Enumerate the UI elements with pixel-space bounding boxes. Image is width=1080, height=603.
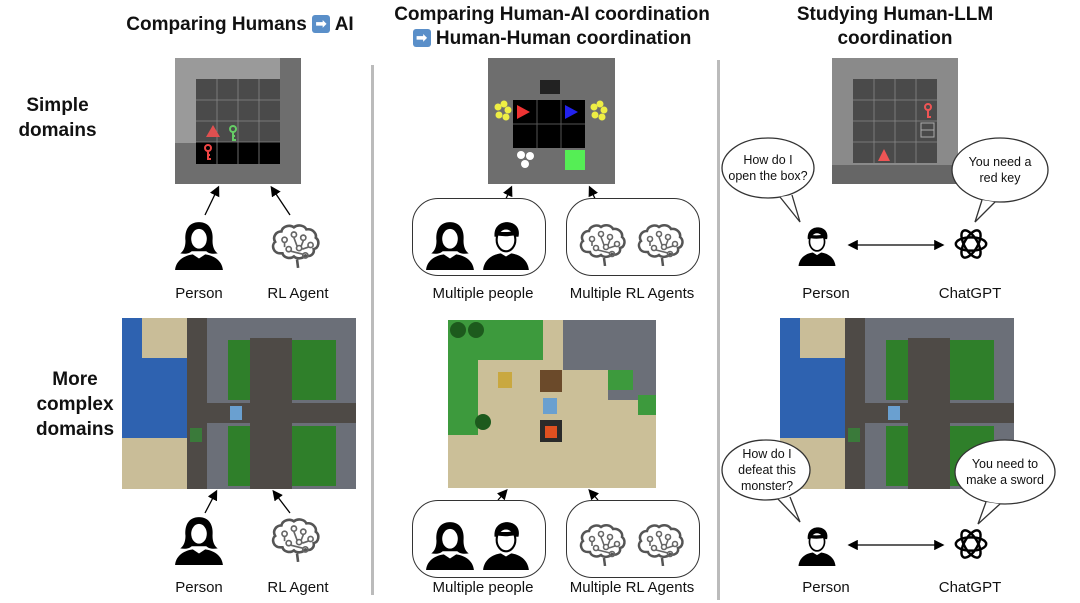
- brain-icon: [636, 222, 686, 266]
- divider: [371, 65, 374, 595]
- crafter-map: [448, 320, 656, 488]
- label-multiple-people: Multiple people: [432, 579, 534, 596]
- gridworld-box: [832, 58, 958, 184]
- speech-bubble-person: How do I open the box?: [728, 153, 808, 183]
- row-label-complex: More complex domains: [10, 367, 140, 442]
- person-icon: [796, 522, 838, 568]
- gridworld-keys: [175, 58, 301, 184]
- green-key-icon: [229, 125, 237, 141]
- speech-bubble-person: How do I defeat this monster?: [738, 447, 796, 493]
- brain-icon: [636, 522, 686, 566]
- row-label-line: domains: [35, 419, 115, 440]
- person-icon: [480, 218, 532, 270]
- speech-bubble-chatgpt: You need a red key: [968, 155, 1032, 185]
- row-label-line: More: [52, 369, 98, 390]
- label-chatgpt: ChatGPT: [938, 285, 1002, 302]
- title-line: Comparing Human-AI coordination: [394, 4, 710, 25]
- crafter-map: [780, 318, 1014, 489]
- person-icon: [480, 518, 532, 570]
- person-icon: [796, 222, 838, 268]
- title-line: Studying Human-LLM: [796, 4, 994, 25]
- label-rl-agent: RL Agent: [267, 579, 329, 596]
- right-arrow-icon: ➡: [412, 29, 431, 47]
- person-icon: [173, 218, 225, 270]
- speech-bubble-tails: [721, 137, 1049, 223]
- person-icon: [424, 518, 476, 570]
- crafter-map: [122, 318, 356, 489]
- label-chatgpt: ChatGPT: [938, 579, 1002, 596]
- label-multiple-rl-agents: Multiple RL Agents: [569, 285, 695, 302]
- person-icon: [173, 513, 225, 565]
- brain-icon: [270, 222, 322, 268]
- column-1-title: Comparing Humans ➡ AI: [100, 13, 380, 37]
- title-text: AI: [334, 14, 354, 35]
- title-line: coordination: [837, 28, 953, 49]
- label-person: Person: [175, 579, 223, 596]
- label-person: Person: [175, 285, 223, 302]
- title-line: Human-Human coordination: [435, 28, 692, 49]
- speech-bubble-chatgpt: You need to make a sword: [966, 457, 1044, 487]
- title-text: Comparing Humans: [126, 14, 307, 35]
- brain-icon: [270, 516, 322, 562]
- label-multiple-people: Multiple people: [432, 285, 534, 302]
- chatgpt-logo-icon: [952, 525, 990, 563]
- column-3-title: Studying Human-LLM coordination: [760, 3, 1030, 51]
- label-person: Person: [802, 285, 850, 302]
- row-label-line: complex: [36, 394, 114, 415]
- agent-triangle-icon: [206, 125, 220, 137]
- label-rl-agent: RL Agent: [267, 285, 329, 302]
- divider: [717, 60, 720, 600]
- right-arrow-icon: ➡: [312, 15, 331, 33]
- row-label-simple: Simple domains: [18, 95, 97, 141]
- brain-icon: [578, 522, 628, 566]
- person-icon: [424, 218, 476, 270]
- chatgpt-logo-icon: [952, 225, 990, 263]
- brain-icon: [578, 222, 628, 266]
- column-2-title: Comparing Human-AI coordination ➡ Human-H…: [372, 3, 732, 51]
- label-multiple-rl-agents: Multiple RL Agents: [569, 579, 695, 596]
- gridworld-cooking: [488, 58, 615, 184]
- speech-bubble-tails: [721, 439, 1056, 525]
- label-person: Person: [802, 579, 850, 596]
- red-key-icon: [204, 144, 212, 160]
